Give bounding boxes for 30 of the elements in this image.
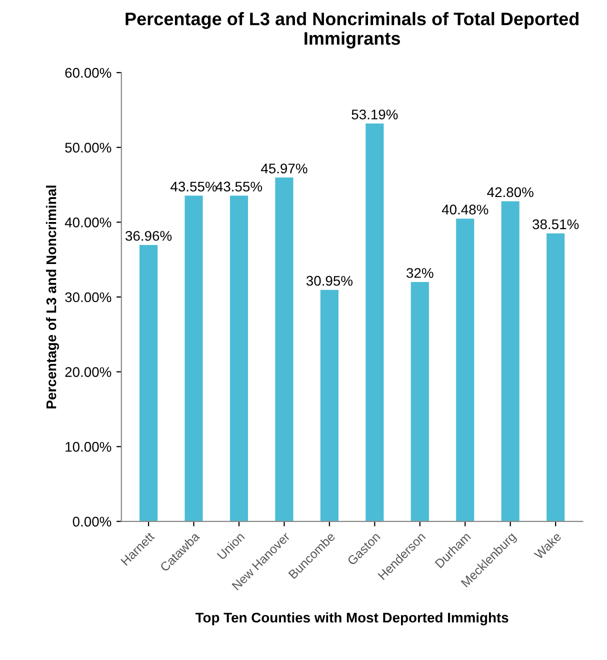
bar <box>320 290 338 522</box>
data-label: 36.96% <box>126 230 172 241</box>
data-label: 53.19% <box>352 110 398 120</box>
y-tick-label: 60.00% <box>65 68 112 78</box>
y-tick-label: 30.00% <box>65 292 112 302</box>
bar <box>139 244 158 522</box>
chart-title: Percentage of L3 and Noncriminals of Total Deported Immigrants <box>126 12 578 48</box>
data-label: 42.80% <box>487 187 534 198</box>
bar <box>275 178 294 522</box>
bar <box>184 196 203 522</box>
data-label: 32% <box>406 268 434 278</box>
y-axis-title: Percentage of L3 and Noncriminal <box>46 186 60 408</box>
y-tick-label: 0.00% <box>72 516 112 527</box>
data-label: 43.55% <box>216 182 262 192</box>
data-label: 45.97% <box>260 164 308 174</box>
data-label: 38.51% <box>532 219 579 230</box>
bar <box>366 124 384 522</box>
x-axis-title: Top Ten Counties with Most Deported Immights <box>195 612 508 626</box>
bar <box>230 196 248 522</box>
y-tick-label: 40.00% <box>64 218 112 228</box>
y-tick-label: 50.00% <box>65 142 112 153</box>
y-tick-label: 10.00% <box>66 442 112 452</box>
bar <box>546 233 565 522</box>
y-tick-label: 20.00% <box>65 367 112 377</box>
bar <box>456 218 474 522</box>
bar <box>501 201 520 522</box>
data-label: 40.48% <box>442 204 488 214</box>
bar <box>410 282 429 522</box>
data-label: 30.95% <box>306 276 353 286</box>
data-label: 43.55% <box>170 182 217 192</box>
